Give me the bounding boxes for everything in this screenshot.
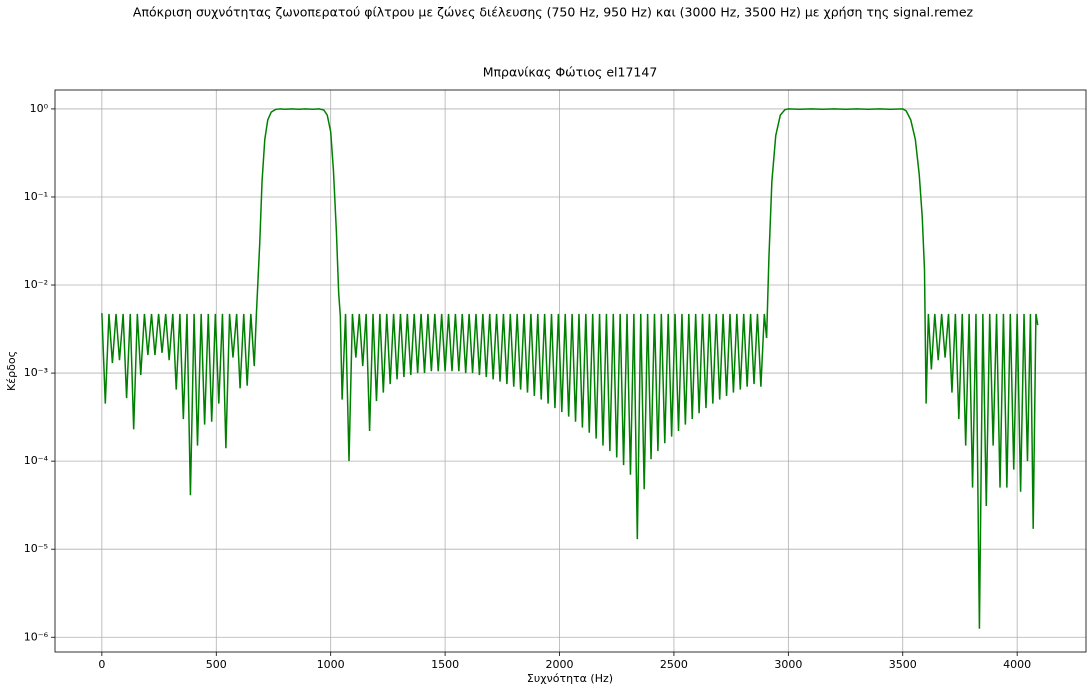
x-tick-label: 4000 — [1003, 658, 1031, 671]
x-tick-label: 3500 — [889, 658, 917, 671]
x-tick-label: 1500 — [431, 658, 459, 671]
x-tick-label: 1000 — [317, 658, 345, 671]
y-tick-label: 10⁻³ — [24, 366, 48, 379]
y-tick-label: 10⁻¹ — [24, 190, 48, 203]
x-tick-label: 2500 — [660, 658, 688, 671]
x-tick-label: 500 — [206, 658, 227, 671]
y-tick-label: 10⁻² — [24, 278, 48, 291]
x-tick-label: 0 — [98, 658, 105, 671]
suptitle: Απόκριση συχνότητας ζωνοπερατού φίλτρου … — [133, 5, 974, 20]
y-tick-label: 10⁻⁴ — [24, 454, 49, 467]
y-tick-label: 10⁻⁶ — [24, 630, 49, 643]
chart-title: Μπρανίκας Φώτιος el17147 — [483, 65, 658, 80]
plot-frame — [54, 89, 1087, 653]
y-tick-label: 10⁰ — [30, 102, 49, 115]
y-tick-label: 10⁻⁵ — [24, 542, 48, 555]
x-axis-label: Συχνότητα (Hz) — [527, 672, 613, 685]
response-line — [101, 108, 1039, 629]
x-tick-label: 2000 — [546, 658, 574, 671]
x-tick-label: 3000 — [774, 658, 802, 671]
y-axis-label: Κέρδος — [5, 351, 18, 391]
